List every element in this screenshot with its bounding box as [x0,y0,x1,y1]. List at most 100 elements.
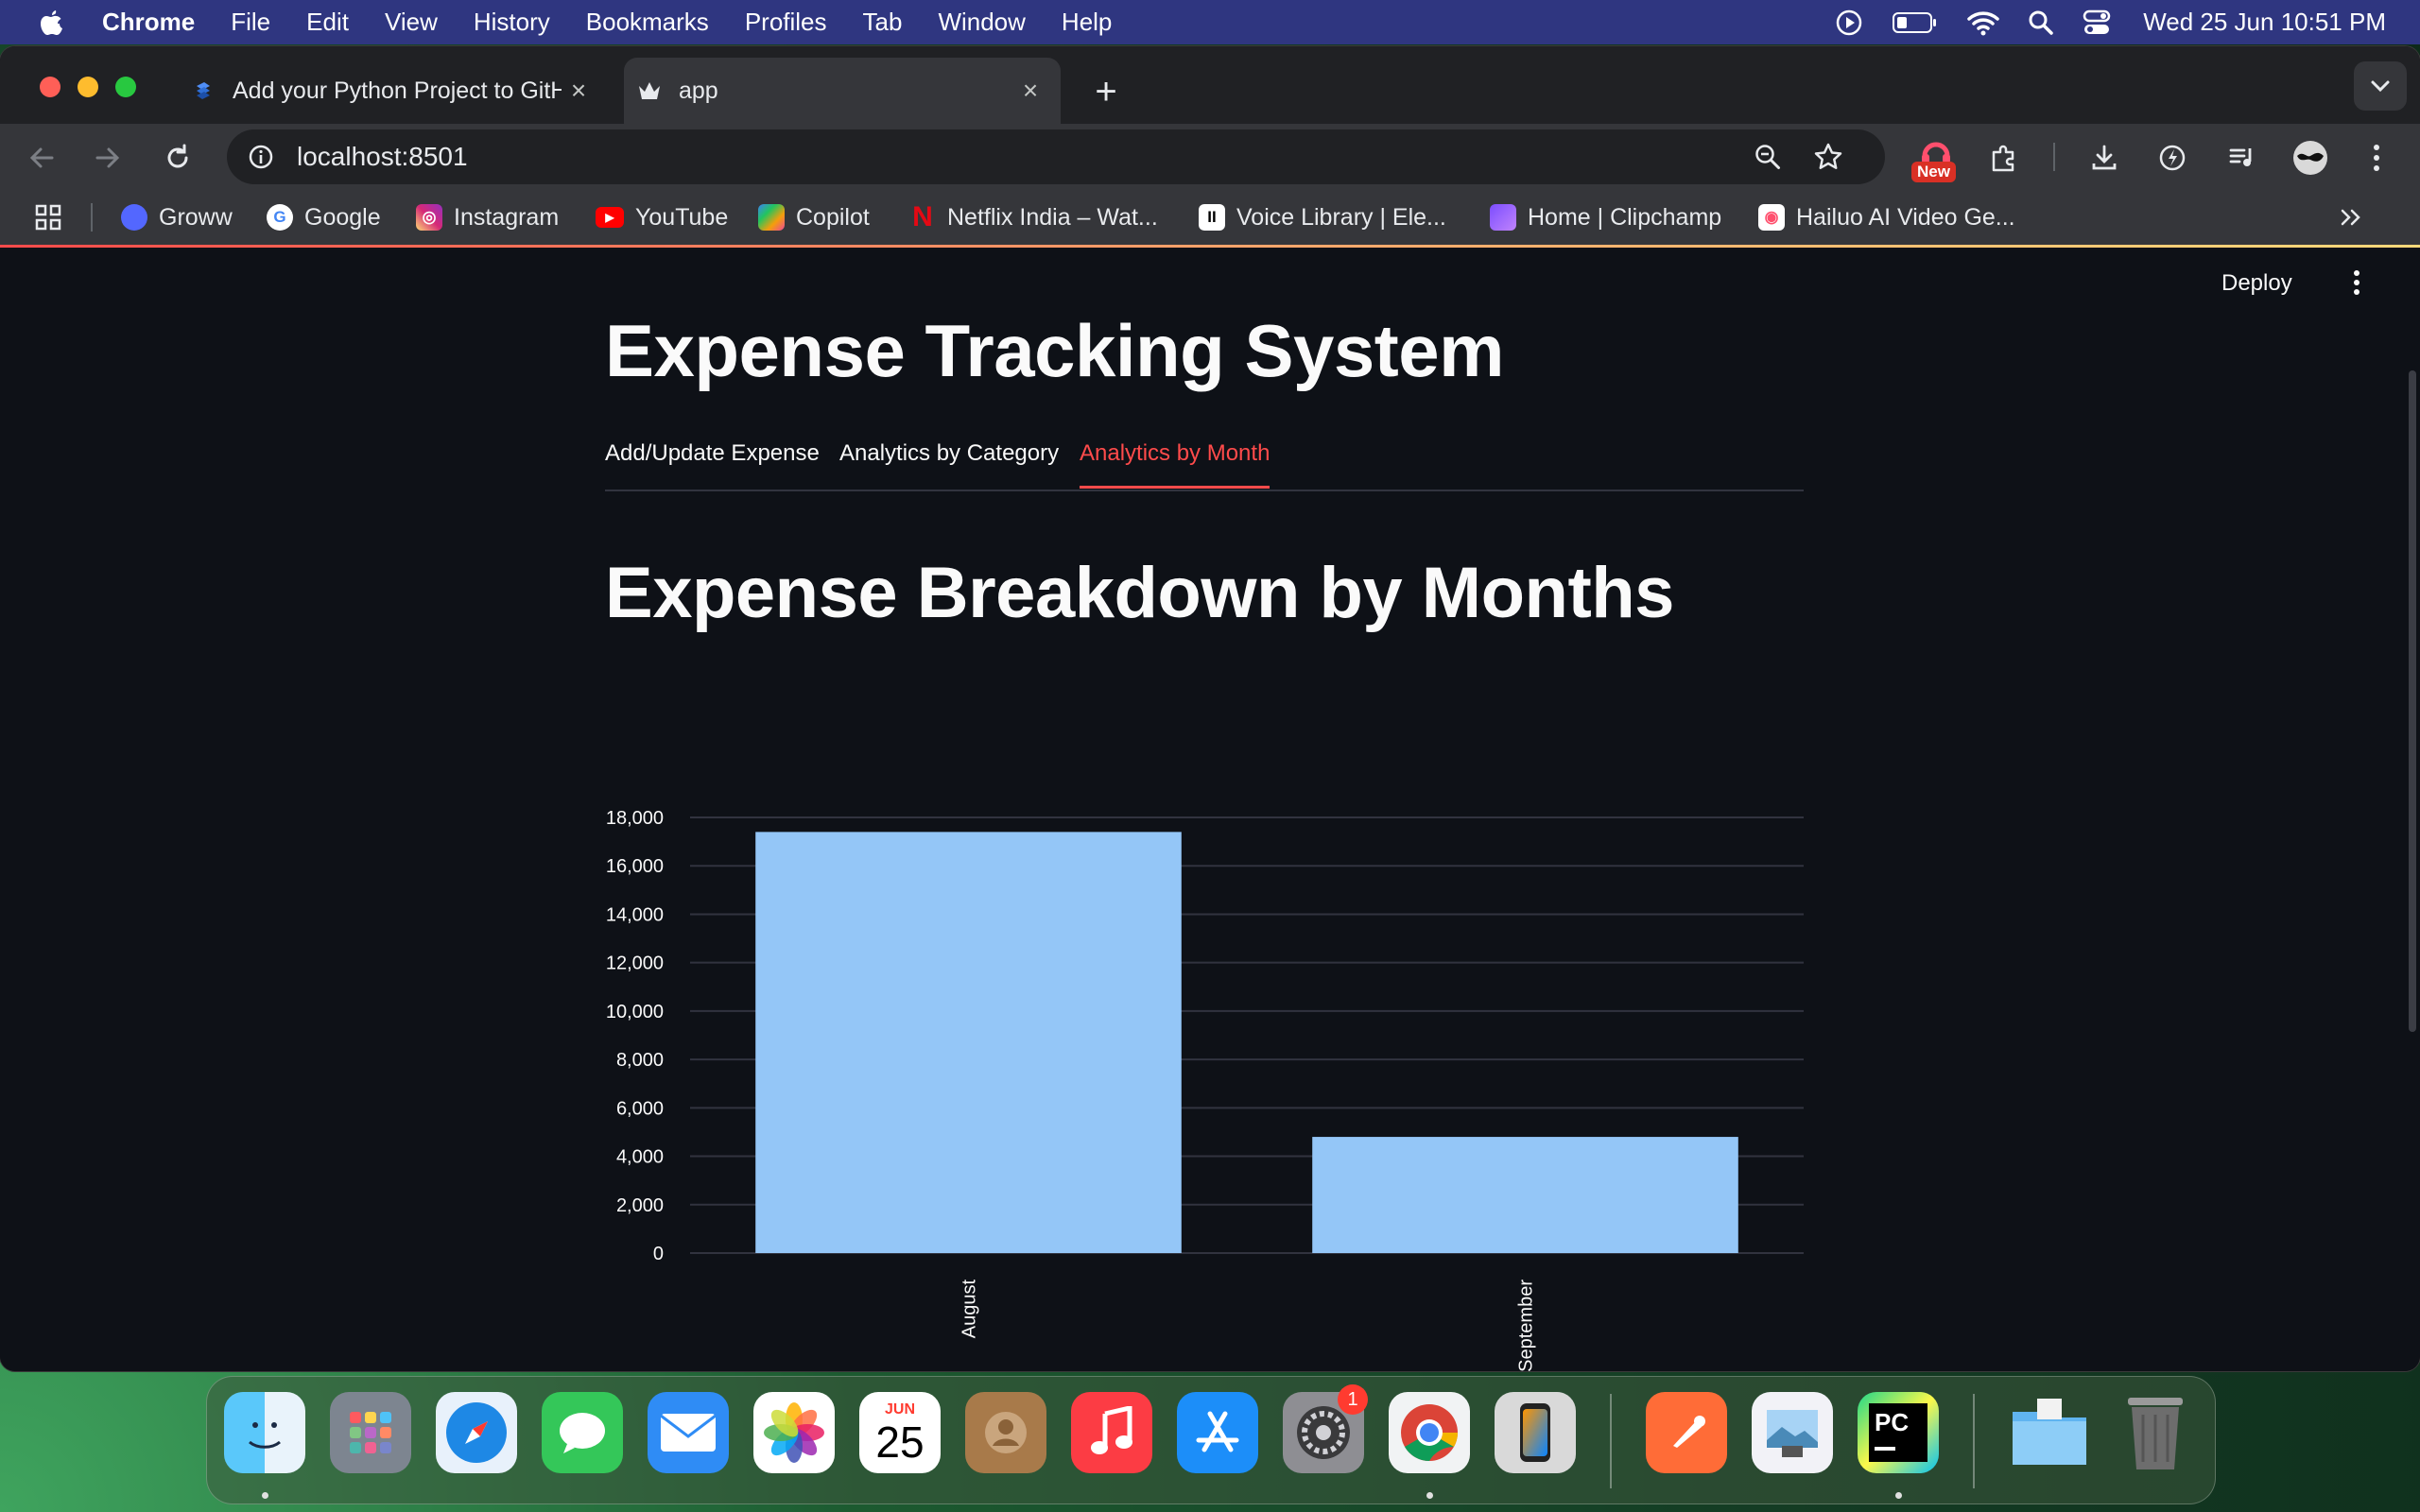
new-tab-plus-icon[interactable]: + [1095,70,1117,112]
bookmark-clipchamp[interactable]: Home | Clipchamp [1490,190,1721,245]
bookmark-voice-library[interactable]: II Voice Library | Ele... [1199,190,1446,245]
bookmark-label: Voice Library | Ele... [1236,203,1446,231]
menu-history[interactable]: History [473,8,550,36]
preview-icon[interactable] [1752,1392,1833,1473]
iphone-mirroring-icon[interactable] [1495,1392,1576,1473]
chrome-icon[interactable] [1389,1392,1470,1473]
menu-window[interactable]: Window [938,8,1026,36]
photos-icon[interactable] [753,1392,835,1473]
apple-menu-icon[interactable] [36,8,66,38]
contacts-icon[interactable] [965,1392,1046,1473]
page-title: Expense Tracking System [605,309,1504,392]
netflix-icon: N [912,201,933,232]
tab-app[interactable]: app × [624,58,1061,124]
menubar-clock[interactable]: Wed 25 Jun 10:51 PM [2143,8,2386,36]
menu-profiles[interactable]: Profiles [744,8,827,36]
deploy-button[interactable]: Deploy [2221,270,2292,296]
calendar-day: 25 [875,1418,925,1467]
browser-toolbar: localhost:8501 New [0,124,2420,190]
control-center-icon[interactable] [2083,9,2111,36]
bookmark-label: Google [304,203,381,231]
instagram-icon: ◎ [416,204,442,231]
extension-new-icon[interactable] [1915,139,1957,177]
chrome-running-dot [1426,1492,1433,1499]
bookmark-label: Copilot [796,203,870,231]
bookmark-label: Instagram [454,203,560,231]
mail-icon[interactable] [648,1392,729,1473]
menu-view[interactable]: View [384,8,438,36]
trash-icon[interactable] [2115,1392,2196,1473]
url-text[interactable]: localhost:8501 [297,142,468,171]
battery-icon[interactable] [1892,10,1939,35]
bookmark-netflix[interactable]: N Netflix India – Wat... [909,190,1158,245]
menu-bookmarks[interactable]: Bookmarks [585,8,709,36]
launchpad-icon[interactable] [330,1392,411,1473]
dock-separator [1973,1394,1975,1488]
menu-edit[interactable]: Edit [306,8,349,36]
messages-icon[interactable] [542,1392,623,1473]
tab-favicon-icon [191,78,216,103]
tab-search-chevron-icon[interactable] [2354,61,2407,111]
menu-file[interactable]: File [231,8,271,36]
streamlit-app: Deploy Expense Tracking System Add/Updat… [0,248,2420,1371]
apps-grid-icon[interactable] [34,190,62,245]
tab-analytics-by-category[interactable]: Analytics by Category [839,440,1060,466]
chrome-menu-icon[interactable] [2358,139,2395,177]
page-scrollbar[interactable] [2409,370,2416,1032]
bookmarks-overflow-chevron-icon[interactable] [2339,190,2363,245]
back-arrow-icon[interactable] [23,139,60,177]
menu-tab[interactable]: Tab [862,8,903,36]
bookmark-label: Groww [159,203,233,231]
bookmark-groww[interactable]: Groww [121,190,233,245]
tab-add-update-expense[interactable]: Add/Update Expense [605,440,820,466]
bookmark-instagram[interactable]: ◎ Instagram [416,190,559,245]
safari-icon[interactable] [436,1392,517,1473]
bookmark-hailuo[interactable]: ◉ Hailuo AI Video Ge... [1758,190,2015,245]
finder-icon[interactable] [224,1392,305,1473]
tab-github-guide[interactable]: Add your Python Project to GitHub × [178,58,609,124]
bookmark-youtube[interactable]: ▶ YouTube [596,190,728,245]
bookmark-google[interactable]: G Google [267,190,381,245]
window-minimize-button[interactable] [78,77,98,97]
address-bar[interactable]: localhost:8501 [227,129,1885,184]
forward-arrow-icon[interactable] [89,139,127,177]
media-controls-icon[interactable] [2223,139,2261,177]
zoom-magnifier-icon[interactable] [1749,138,1787,176]
downloads-folder-icon[interactable] [2009,1392,2090,1473]
menu-app-name[interactable]: Chrome [102,8,196,36]
app-tabs: Add/Update Expense Analytics by Category… [605,433,1804,491]
clipchamp-icon [1490,204,1516,231]
play-circle-icon[interactable] [1835,9,1863,37]
toolbar-divider [2053,143,2055,171]
window-close-button[interactable] [40,77,60,97]
macos-dock: JUN 25 1 PC [206,1376,2216,1504]
window-zoom-button[interactable] [115,77,136,97]
bookmark-label: Netflix India – Wat... [947,203,1158,231]
tab-close-icon[interactable]: × [1022,76,1039,105]
performance-icon[interactable] [2153,139,2191,177]
bar-september[interactable] [1312,1137,1738,1253]
tab-analytics-by-month[interactable]: Analytics by Month [1080,433,1270,489]
wifi-icon[interactable] [1967,9,1999,36]
extensions-puzzle-icon[interactable] [1985,139,2023,177]
app-store-icon[interactable] [1177,1392,1258,1473]
menu-help[interactable]: Help [1061,8,1113,36]
y-tick-label: 2,000 [616,1195,664,1216]
bar-august[interactable] [755,832,1182,1253]
spotlight-search-icon[interactable] [2028,9,2054,36]
site-info-icon[interactable] [246,142,276,172]
tab-close-icon[interactable]: × [570,76,587,105]
postman-icon[interactable] [1646,1392,1727,1473]
bookmark-star-icon[interactable] [1809,138,1847,176]
tab-strip: Add your Python Project to GitHub × app … [0,46,2420,124]
bookmark-copilot[interactable]: Copilot [758,190,870,245]
pycharm-icon[interactable]: PC [1858,1392,1939,1473]
streamlit-decoration-bar [0,245,2420,248]
profile-avatar[interactable] [2291,139,2329,177]
reload-icon[interactable] [159,139,197,177]
downloads-icon[interactable] [2085,139,2123,177]
calendar-icon[interactable]: JUN 25 [859,1392,941,1473]
app-menu-icon[interactable] [2342,266,2371,299]
bookmark-label: YouTube [635,203,729,231]
music-icon[interactable] [1071,1392,1152,1473]
